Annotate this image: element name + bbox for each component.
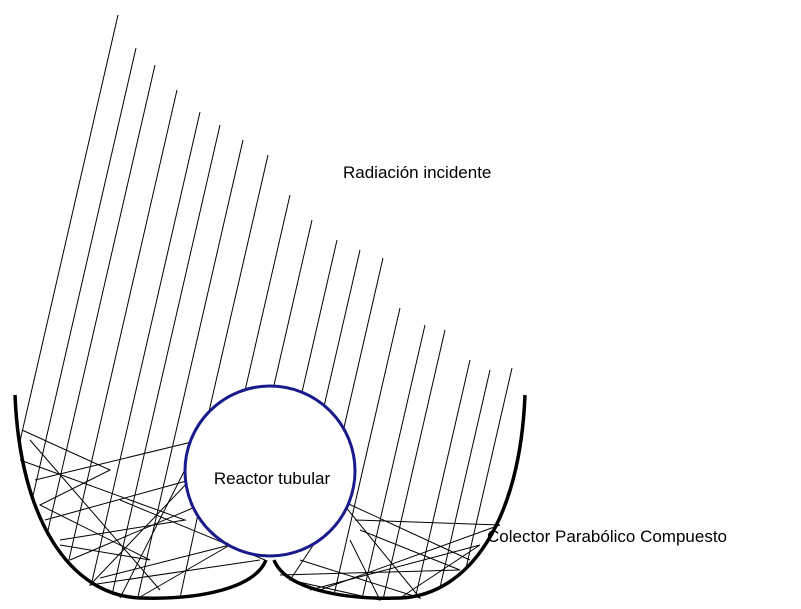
ray <box>47 64 156 533</box>
reflection <box>19 459 187 541</box>
collector-right <box>272 394 527 600</box>
reflection <box>44 479 261 586</box>
reflection <box>99 544 231 598</box>
ray <box>323 249 361 406</box>
reflection <box>289 519 381 601</box>
ray <box>137 139 244 597</box>
ray <box>301 239 338 393</box>
reflection <box>69 504 201 599</box>
ray <box>273 219 313 387</box>
reflection <box>34 439 201 599</box>
collector-left <box>13 394 268 600</box>
ray <box>244 194 291 390</box>
reflection <box>29 439 161 591</box>
rays <box>19 14 513 598</box>
ray <box>91 111 201 583</box>
collector-label: Colector Parabólico Compuesto <box>487 527 727 546</box>
reflection <box>21 429 151 561</box>
ray <box>112 124 221 593</box>
ray <box>383 329 446 598</box>
ray <box>465 367 513 568</box>
ray <box>68 89 178 562</box>
reflection <box>279 529 461 576</box>
ray <box>362 324 426 597</box>
reactor-label: Reactor tubular <box>214 469 331 488</box>
ray <box>334 307 401 593</box>
ray <box>32 47 137 498</box>
incident-label: Radiación incidente <box>343 163 491 182</box>
reflection <box>299 499 471 599</box>
reflections <box>19 429 501 601</box>
ray <box>208 154 269 412</box>
reactor-tube <box>183 384 357 558</box>
ray <box>343 257 384 429</box>
ray <box>19 14 119 444</box>
reflection <box>319 519 501 591</box>
reflection <box>309 544 481 599</box>
